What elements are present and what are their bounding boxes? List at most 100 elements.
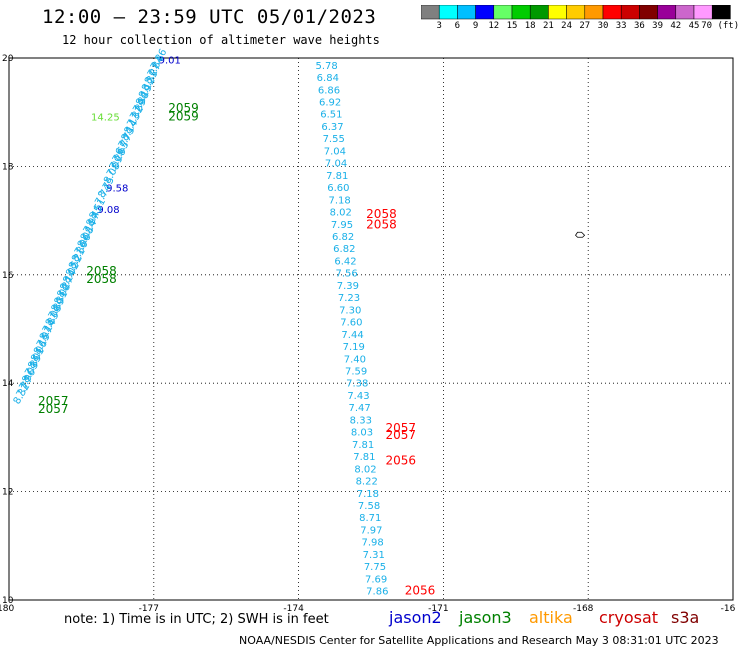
pass-number-label: 2056 <box>405 584 436 598</box>
pass-number-label: 2058 <box>86 272 117 286</box>
wave-height-value: 7.81 <box>353 452 375 463</box>
color-scale-label: 42 <box>670 21 682 31</box>
color-scale-label: 33 <box>615 21 627 31</box>
pass-number-label: 2057 <box>385 428 416 442</box>
color-scale-label: 21 <box>542 21 554 31</box>
wave-height-value: 7.60 <box>340 318 362 329</box>
wave-height-value: 9.08 <box>97 205 119 216</box>
footer-credit: NOAA/NESDIS Center for Satellite Applica… <box>239 634 719 647</box>
legend-jason3: jason3 <box>459 608 512 627</box>
lat-tick-label: 12 <box>2 488 13 498</box>
color-scale-label: 6 <box>454 21 461 31</box>
wave-height-value: 7.19 <box>343 342 365 353</box>
wave-height-value: 7.98 <box>361 538 383 549</box>
wave-height-value: 5.78 <box>315 61 337 72</box>
color-scale-label: 30 <box>597 21 609 31</box>
wave-height-value: 7.75 <box>364 562 386 573</box>
wave-height-value: 7.18 <box>357 489 379 500</box>
wave-height-value: 7.56 <box>336 269 358 280</box>
wave-height-value: 7.04 <box>324 146 346 157</box>
color-scale-label: 70 (ft) <box>701 21 740 31</box>
color-scale-label: 27 <box>579 21 591 31</box>
legend-altika: altika <box>529 608 573 627</box>
wave-height-value: 6.37 <box>321 122 343 133</box>
wave-height-value: 7.39 <box>337 281 359 292</box>
color-scale-label: 36 <box>633 21 645 31</box>
wave-height-value: 7.44 <box>341 330 363 341</box>
wave-height-value: 8.32 <box>12 382 33 407</box>
color-scale-label: 3 <box>436 21 442 31</box>
wave-height-value: 6.60 <box>327 183 349 194</box>
wave-height-value: 7.43 <box>347 391 369 402</box>
lat-tick-label: 16 <box>2 271 14 281</box>
wave-height-value: 7.18 <box>328 195 350 206</box>
color-scale-label: 9 <box>472 21 479 31</box>
color-scale-label: 18 <box>524 21 536 31</box>
legend-s3a: s3a <box>671 608 700 627</box>
wave-height-value: 6.82 <box>332 232 354 243</box>
lon-tick-label: -174 <box>283 604 304 614</box>
island-outline <box>575 231 586 238</box>
pass-number-label: 2058 <box>366 218 397 232</box>
wave-height-value: 7.38 <box>346 379 368 390</box>
legend-cryosat: cryosat <box>599 608 659 627</box>
wave-height-value: 8.02 <box>330 208 352 219</box>
color-scale-label: 45 <box>688 21 700 31</box>
pass-number-label: 2058 <box>86 264 117 278</box>
color-scale-label: 12 <box>488 21 500 31</box>
wave-height-value: 7.55 <box>323 134 345 145</box>
color-scale-bar <box>421 5 731 20</box>
wave-height-value: 6.92 <box>319 98 341 109</box>
wave-height-value: 7.58 <box>358 501 380 512</box>
color-scale-label: 24 <box>561 21 573 31</box>
pass-number-label: 2059 <box>168 109 199 123</box>
lon-tick-label: -180 <box>0 604 14 614</box>
wave-height-value: 7.86 <box>366 587 388 598</box>
wave-height-value: 8.02 <box>354 464 376 475</box>
color-scale-label: 15 <box>506 21 518 31</box>
wave-height-value: 7.81 <box>352 440 374 451</box>
wave-height-value: 8.71 <box>359 513 381 524</box>
wave-height-value: 7.47 <box>348 403 370 414</box>
lon-tick-label: -168 <box>573 604 594 614</box>
wave-height-value: 9.58 <box>106 183 128 194</box>
wave-height-value: 6.84 <box>317 73 339 84</box>
pass-number-label: 2057 <box>385 421 416 435</box>
chart-title: 12:00 – 23:59 UTC 05/01/2023 <box>42 6 377 28</box>
wave-height-value: 7.69 <box>365 574 387 585</box>
lon-tick-label: -177 <box>139 604 159 614</box>
pass-number-label: 2057 <box>38 402 69 416</box>
wave-height-value: 7.31 <box>363 550 385 561</box>
lon-tick-label: -171 <box>428 604 448 614</box>
wave-height-value: 9.01 <box>159 55 181 66</box>
wave-height-value: 6.82 <box>333 244 355 255</box>
wave-height-value: 8.22 <box>356 477 378 488</box>
color-scale-label: 39 <box>652 21 664 31</box>
lat-tick-label: 14 <box>2 379 14 389</box>
wave-height-value: 6.86 <box>318 85 340 96</box>
wave-height-value: 7.04 <box>325 159 347 170</box>
pass-number-label: 2058 <box>366 207 397 221</box>
wave-height-value: 7.95 <box>331 220 353 231</box>
pass-number-label: 2059 <box>168 101 199 115</box>
lon-tick-label: -16 <box>721 604 736 614</box>
color-scale-labels: 3 6 9 12 15 18 21 24 27 30 33 36 39 42 45 70 (ft) <box>421 21 740 35</box>
wave-height-value: 14.25 <box>91 112 120 123</box>
wave-height-value: 7.59 <box>345 367 367 378</box>
note-text: note: 1) Time is in UTC; 2) SWH is in fe… <box>64 612 329 627</box>
wave-height-value: 7.30 <box>339 305 361 316</box>
wave-height-value: 7.40 <box>344 354 366 365</box>
pass-number-label: 2057 <box>38 394 69 408</box>
lat-tick-label: 18 <box>2 162 14 172</box>
wave-height-value: 7.23 <box>338 293 360 304</box>
pass-number-label: 2056 <box>385 454 416 468</box>
wave-height-value: 8.03 <box>351 428 373 439</box>
color-swatch <box>711 5 731 20</box>
lat-tick-label: 10 <box>2 596 14 606</box>
wave-height-value: 6.42 <box>334 256 356 267</box>
wave-height-value: 7.97 <box>360 525 382 536</box>
map-frame <box>8 57 734 601</box>
wave-height-value: 8.33 <box>350 415 372 426</box>
wave-height-value: 6.51 <box>320 110 342 121</box>
